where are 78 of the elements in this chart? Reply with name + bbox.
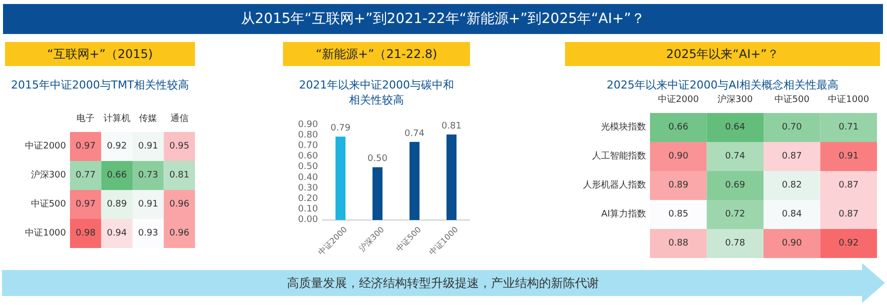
y-tick-label: 0.80 (298, 130, 318, 141)
data-label: 0.98 (76, 228, 96, 238)
bar (410, 142, 420, 220)
data-label: 0.91 (138, 142, 158, 152)
x-tick-label: 沪深300 (357, 225, 386, 254)
y-tick-label: 0.20 (298, 194, 318, 204)
y-tick-label: 光模块指数 (601, 122, 646, 132)
y-tick-label: 0.00 (298, 215, 318, 225)
data-label: 0.92 (838, 238, 859, 248)
data-label: 0.73 (138, 170, 158, 180)
chart-subtitle: 2015年中证2000与TMT相关性较高 (11, 78, 189, 92)
text: 从2015年“互联网+”到2021-22年“新能源+”到2025年“AI+”？ (240, 11, 646, 27)
x-tick-label: 中证500 (774, 94, 810, 105)
data-label: 0.92 (106, 142, 127, 152)
data-label: 0.50 (367, 154, 388, 164)
data-label: 0.77 (76, 170, 96, 180)
data-label: 0.87 (782, 152, 802, 162)
x-tick-label: 电子 (76, 113, 95, 124)
data-label: 0.87 (838, 210, 859, 220)
data-label: 0.82 (782, 180, 802, 190)
chart-title: “新能源+”（21-22.8) (316, 47, 438, 61)
x-tick-label: 中证2000 (658, 94, 700, 105)
data-label: 0.84 (782, 210, 802, 220)
data-label: 0.97 (76, 200, 96, 210)
data-label: 0.88 (668, 238, 689, 248)
y-tick-label: 中证500 (30, 198, 66, 210)
data-label: 0.90 (782, 238, 802, 248)
data-label: 0.81 (169, 170, 190, 180)
y-tick-label: 中证2000 (25, 140, 66, 152)
chart-title: “互联网+”（2015) (47, 47, 153, 61)
data-label: 0.79 (330, 124, 351, 134)
data-label: 0.78 (725, 238, 746, 248)
data-label: 0.91 (138, 200, 158, 210)
y-tick-label: 沪深300 (30, 170, 66, 180)
y-tick-label: 0.90 (298, 120, 318, 130)
text: 高质量发展，经济结构转型升级提速，产业结构的新陈代谢 (287, 276, 599, 290)
data-label: 0.89 (668, 180, 689, 190)
data-label: 0.70 (782, 122, 802, 132)
data-label: 0.66 (668, 122, 689, 132)
data-label: 0.96 (169, 228, 190, 238)
y-tick-label: 人工智能指数 (592, 150, 646, 162)
x-tick-label: 沪深300 (718, 94, 753, 105)
x-tick-label: 传媒 (139, 113, 158, 124)
y-tick-label: 0.70 (298, 141, 318, 152)
data-label: 0.97 (76, 142, 96, 152)
data-label: 0.96 (169, 200, 190, 210)
bar (372, 167, 382, 220)
y-tick-label: 0.10 (298, 204, 318, 214)
data-label: 0.94 (106, 228, 128, 238)
y-tick-label: 0.40 (298, 172, 318, 183)
data-label: 0.95 (169, 142, 190, 152)
bar (336, 136, 346, 220)
data-label: 0.74 (725, 152, 746, 162)
x-tick-label: 计算机 (103, 113, 130, 124)
data-label: 0.64 (725, 122, 746, 132)
data-label: 0.66 (106, 170, 128, 180)
data-label: 0.74 (404, 128, 425, 139)
data-label: 0.85 (668, 210, 688, 220)
y-tick-label: 0.50 (298, 162, 318, 172)
data-label: 0.89 (106, 200, 128, 210)
data-label: 0.87 (838, 180, 859, 190)
y-tick-label: 人形机器人指数 (583, 180, 646, 190)
data-label: 0.81 (441, 122, 462, 132)
chart-subtitle: 2021年以来中证2000与碳中和相关性较高 (299, 78, 454, 106)
data-label: 0.91 (838, 152, 859, 162)
y-tick-label: 0.30 (298, 183, 318, 194)
x-tick-label: 通信 (170, 113, 188, 124)
data-label: 0.90 (668, 152, 689, 162)
chart-subtitle: 2025年以来中证2000与AI相关概念相关性最高 (606, 78, 838, 92)
data-label: 0.71 (838, 122, 859, 132)
chart-title: 2025年以来“AI+”？ (666, 47, 779, 61)
bar (446, 134, 456, 220)
data-label: 0.72 (725, 210, 746, 220)
x-tick-label: 中证1000 (828, 94, 870, 105)
data-label: 0.93 (138, 228, 158, 238)
y-tick-label: AI算力指数 (601, 208, 646, 220)
y-tick-label: 0.60 (298, 152, 318, 162)
data-label: 0.69 (725, 180, 746, 190)
